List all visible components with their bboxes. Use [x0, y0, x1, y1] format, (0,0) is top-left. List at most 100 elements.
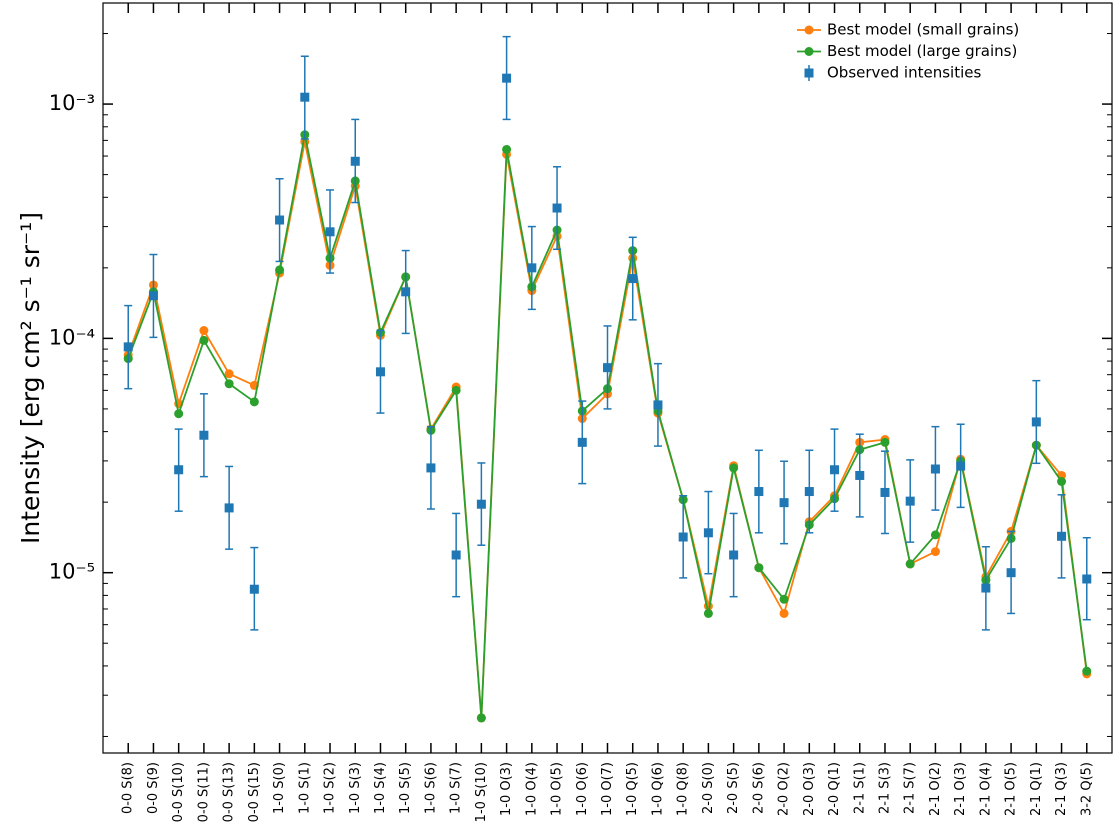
x-tick-label: 1-0 Q(5): [625, 762, 640, 816]
y-tick-label: 10⁻³: [49, 91, 95, 115]
marker: [577, 437, 587, 447]
x-tick-label: 1-0 O(7): [600, 762, 615, 816]
legend-label: Observed intensities: [827, 64, 981, 82]
marker: [830, 465, 840, 475]
x-tick-label: 2-1 S(7): [903, 762, 918, 814]
series: [123, 130, 1092, 723]
series: [123, 137, 1092, 723]
x-tick-label: 2-1 Q(3): [1054, 762, 1069, 816]
series-line: [127, 134, 1088, 718]
x-tick-label: 0-0 S(11): [196, 762, 211, 822]
marker: [375, 367, 385, 377]
x-tick-label: 0-0 S(9): [146, 762, 161, 814]
x-tick-label: 2-0 O(3): [802, 762, 817, 816]
x-tick-label: 0-0 S(13): [222, 762, 237, 822]
marker: [401, 287, 411, 297]
marker: [249, 584, 259, 594]
x-tick-label: 1-0 S(7): [449, 762, 464, 814]
x-tick-label: 1-0 S(10): [474, 762, 489, 822]
marker: [476, 499, 486, 509]
marker: [729, 550, 739, 560]
marker: [905, 496, 915, 506]
y-tick-label: 10⁻⁴: [49, 325, 95, 349]
marker: [779, 594, 789, 604]
series-line: [127, 141, 1088, 718]
marker: [502, 73, 512, 83]
marker: [804, 68, 814, 78]
x-tick-label: 3-2 Q(5): [1079, 762, 1094, 816]
marker: [981, 583, 991, 593]
x-tick-label: 0-0 S(15): [247, 762, 262, 822]
series: [123, 35, 1092, 631]
legend-label: Best model (small grains): [827, 21, 1019, 39]
x-tick-label: 1-0 S(1): [297, 762, 312, 814]
marker: [275, 265, 285, 275]
marker: [905, 559, 915, 569]
legend: Best model (small grains) Best model (lar…: [797, 21, 1019, 82]
marker: [930, 530, 940, 540]
marker: [754, 487, 764, 497]
x-tick-label: 2-1 S(3): [877, 762, 892, 814]
marker: [224, 369, 234, 379]
marker: [678, 532, 688, 542]
marker: [174, 409, 184, 419]
x-tick-label: 1-0 Q(8): [676, 762, 691, 816]
marker: [174, 465, 184, 475]
marker: [199, 430, 209, 440]
marker: [249, 397, 259, 407]
y-tick-label: 10⁻⁵: [49, 560, 95, 584]
marker: [779, 498, 789, 508]
marker: [350, 156, 360, 166]
marker: [224, 503, 234, 513]
x-tick-label: 2-1 O(2): [928, 762, 943, 816]
x-tick-label: 2-1 O(4): [978, 762, 993, 816]
x-tick-label: 2-0 S(0): [701, 762, 716, 814]
marker: [956, 461, 966, 471]
marker: [199, 335, 209, 345]
marker: [703, 528, 713, 538]
marker: [426, 463, 436, 473]
marker: [451, 385, 461, 395]
x-tick-label: 2-0 S(5): [726, 762, 741, 814]
marker: [1082, 574, 1092, 584]
legend-label: Best model (large grains): [827, 42, 1017, 60]
marker: [930, 547, 940, 557]
marker: [1057, 477, 1067, 487]
x-tick-label: 1-0 S(0): [272, 762, 287, 814]
x-tick-label: 2-0 Q(1): [827, 762, 842, 816]
marker: [199, 326, 209, 336]
marker: [224, 379, 234, 389]
x-tick-label: 0-0 S(8): [121, 762, 136, 814]
x-tick-label: 1-0 O(4): [524, 762, 539, 816]
marker: [552, 203, 562, 213]
y-axis-label: Intensity [erg cm² s⁻¹ sr⁻¹]: [16, 212, 45, 544]
x-tick-label: 2-1 O(5): [1004, 762, 1019, 816]
marker: [880, 487, 890, 497]
x-tick-label: 1-0 S(5): [398, 762, 413, 814]
marker: [729, 463, 739, 473]
marker: [804, 25, 814, 35]
x-tick-label: 1-0 O(5): [550, 762, 565, 816]
x-tick-label: 1-0 S(6): [423, 762, 438, 814]
marker: [1057, 531, 1067, 541]
marker: [275, 215, 285, 225]
marker: [628, 274, 638, 284]
marker: [527, 263, 537, 273]
x-tick-label: 2-1 O(3): [953, 762, 968, 816]
x-tick-label: 1-0 O(6): [575, 762, 590, 816]
x-tick-label: 1-0 O(3): [499, 762, 514, 816]
x-tick-label: 1-0 Q(6): [650, 762, 665, 816]
marker: [1031, 417, 1041, 427]
marker: [754, 563, 764, 573]
x-tick-label: 2-1 S(1): [852, 762, 867, 814]
x-tick-label: 1-0 S(3): [348, 762, 363, 814]
marker: [703, 608, 713, 618]
marker: [148, 291, 158, 301]
marker: [779, 608, 789, 618]
marker: [855, 470, 865, 480]
marker: [476, 713, 486, 723]
x-tick-label: 0-0 S(10): [171, 762, 186, 822]
x-tick-label: 2-0 O(2): [777, 762, 792, 816]
marker: [325, 227, 335, 237]
